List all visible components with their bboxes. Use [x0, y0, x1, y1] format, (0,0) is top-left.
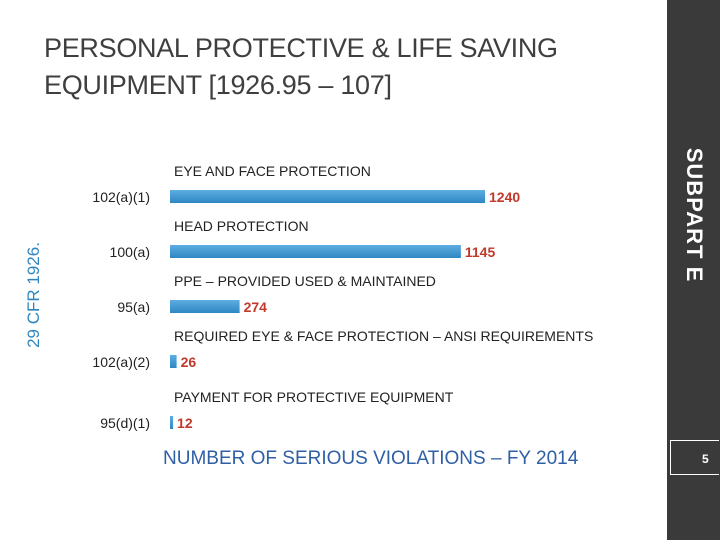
bar: [170, 245, 461, 258]
bar-description: PAYMENT FOR PROTECTIVE EQUIPMENT: [174, 389, 454, 405]
category-label: 95(a): [117, 299, 150, 315]
sidebar-panel: [667, 0, 720, 540]
page-number: 5: [702, 452, 709, 466]
bar: [170, 355, 177, 368]
value-label: 1145: [465, 244, 496, 260]
bar: [170, 416, 174, 429]
slide-title: PERSONAL PROTECTIVE & LIFE SAVING EQUIPM…: [44, 33, 558, 100]
bar-chart: EYE AND FACE PROTECTION 102(a)(1) 1240 HEAD…: [92, 163, 593, 431]
bar: [170, 190, 485, 203]
value-label: 1240: [489, 189, 520, 205]
bar-description: EYE AND FACE PROTECTION: [174, 163, 371, 179]
bar-description: PPE – PROVIDED USED & MAINTAINED: [174, 273, 436, 289]
bar: [170, 300, 240, 313]
value-label: 12: [177, 415, 193, 431]
page-number-box: [670, 440, 719, 475]
bar-description: HEAD PROTECTION: [174, 218, 309, 234]
category-label: 102(a)(1): [92, 189, 150, 205]
subpart-label: SUBPART E: [682, 147, 707, 283]
bar-description: REQUIRED EYE & FACE PROTECTION – ANSI RE…: [174, 328, 593, 344]
value-label: 26: [181, 354, 197, 370]
category-label: 102(a)(2): [92, 354, 150, 370]
category-label: 95(d)(1): [100, 415, 150, 431]
footer-caption: NUMBER OF SERIOUS VIOLATIONS – FY 2014: [163, 448, 579, 469]
category-label: 100(a): [110, 244, 150, 260]
value-label: 274: [244, 299, 268, 315]
